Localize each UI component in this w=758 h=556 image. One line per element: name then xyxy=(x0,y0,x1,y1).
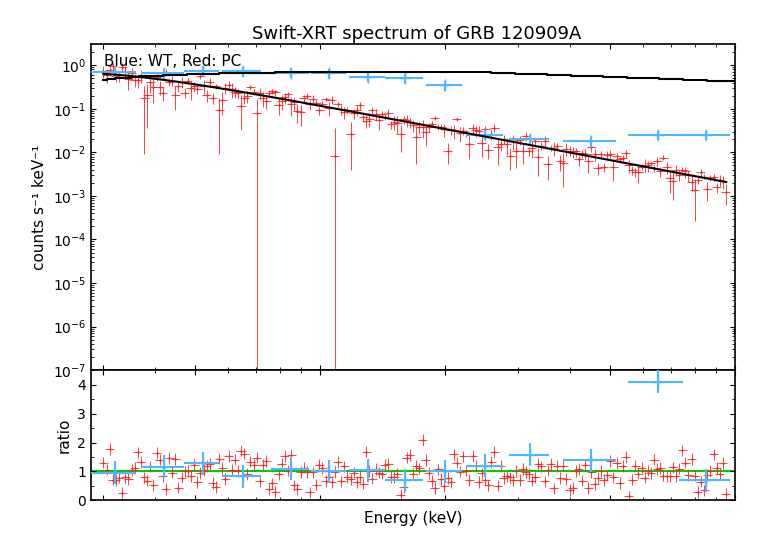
X-axis label: Energy (keV): Energy (keV) xyxy=(364,511,462,526)
Y-axis label: counts s⁻¹ keV⁻¹: counts s⁻¹ keV⁻¹ xyxy=(32,145,47,270)
Text: Blue: WT, Red: PC: Blue: WT, Red: PC xyxy=(104,54,241,70)
Y-axis label: ratio: ratio xyxy=(57,418,72,453)
Text: Swift-XRT spectrum of GRB 120909A: Swift-XRT spectrum of GRB 120909A xyxy=(252,25,581,43)
